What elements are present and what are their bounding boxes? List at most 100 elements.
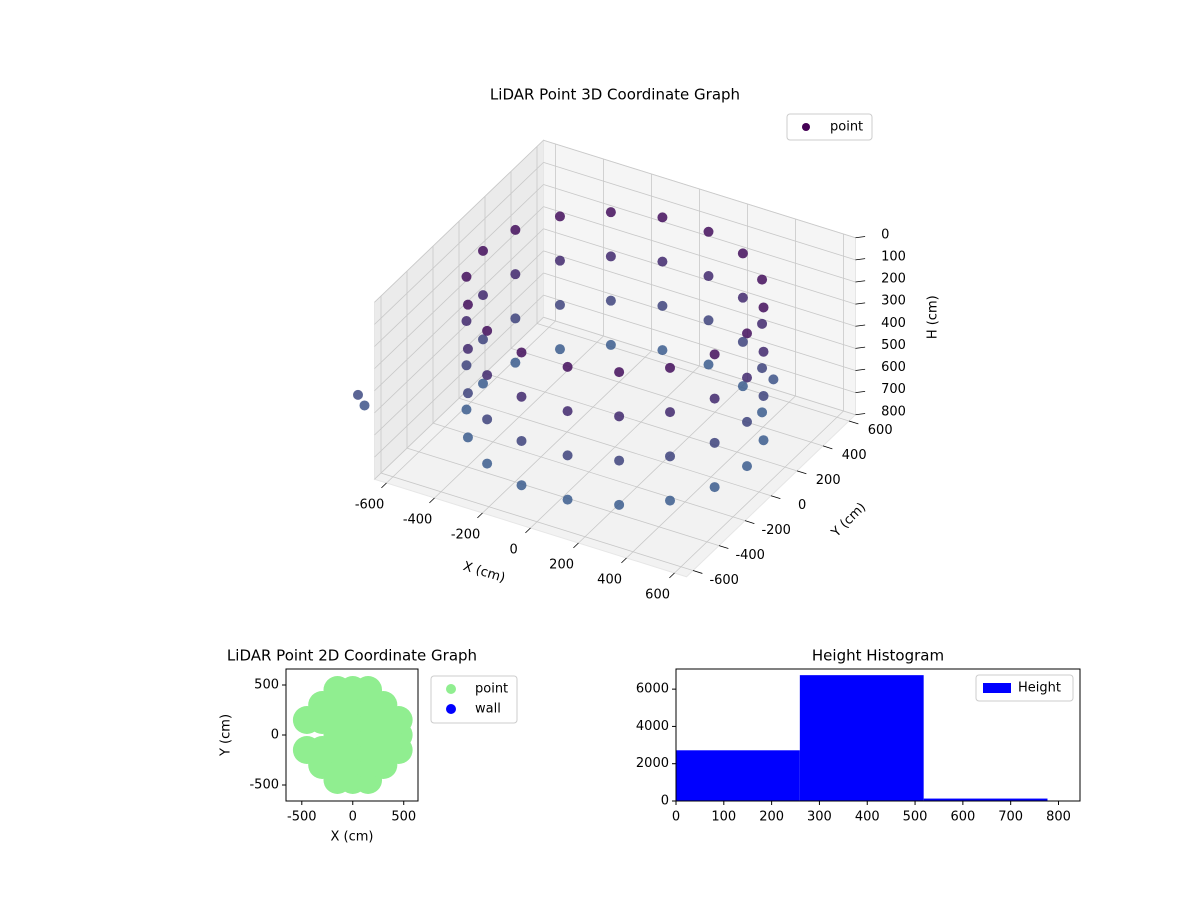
y-tick-label: 0 (798, 498, 806, 513)
grid-line (543, 184, 856, 283)
z-tick (855, 302, 866, 305)
point (554, 344, 565, 355)
point (665, 362, 676, 373)
z-tick-label: 700 (881, 382, 906, 397)
point (605, 251, 616, 262)
x-tick (573, 542, 579, 549)
point (742, 372, 752, 383)
point (510, 313, 521, 324)
x-tick-label: 500 (391, 810, 416, 825)
point (461, 360, 472, 371)
point (665, 495, 676, 506)
y-tick-label: 200 (816, 473, 841, 488)
y-tick-label: -400 (735, 548, 765, 563)
point (554, 255, 565, 266)
y-tick-label: 600 (868, 423, 893, 438)
point (462, 343, 473, 354)
point (657, 212, 668, 223)
point (703, 359, 714, 370)
y-tick (692, 570, 703, 574)
grid-line (543, 316, 856, 416)
point (758, 435, 769, 446)
z-tick (855, 390, 866, 394)
x-tick-label: -500 (287, 810, 317, 825)
chart-title: Height Histogram (812, 647, 944, 665)
x-tick-label: 400 (855, 810, 880, 825)
point (758, 346, 769, 357)
y-tick (822, 445, 833, 450)
z-tick (855, 280, 866, 283)
grid-line (432, 422, 746, 522)
grid-line (374, 162, 544, 325)
plot-frame (675, 668, 1081, 802)
point (461, 316, 472, 327)
point (605, 339, 616, 350)
point (737, 381, 748, 392)
y-tick (718, 545, 729, 549)
point (742, 328, 752, 339)
point (482, 370, 493, 381)
point (709, 437, 720, 448)
point (742, 416, 752, 427)
x-tick-label: 700 (998, 810, 1023, 825)
point (516, 435, 527, 446)
grid-line (406, 447, 720, 546)
chart-title: LiDAR Point 3D Coordinate Graph (490, 86, 740, 104)
point (478, 378, 488, 389)
point (614, 411, 625, 422)
grid-line (380, 472, 694, 571)
x-tick-label: 100 (711, 810, 736, 825)
point (657, 300, 668, 311)
point (757, 363, 768, 374)
y-axis-label: Y (cm) (219, 714, 234, 757)
point (478, 245, 488, 256)
point (462, 388, 473, 399)
point (516, 391, 527, 402)
x-tick-label: -200 (451, 528, 481, 543)
point (605, 295, 616, 306)
point (562, 406, 573, 417)
point (510, 357, 521, 368)
legend-box (975, 674, 1074, 702)
bar (676, 750, 800, 801)
z-tick-label: 300 (881, 294, 906, 309)
grid-line (543, 161, 856, 261)
grid-line (484, 372, 798, 472)
x-tick-label: 200 (759, 810, 784, 825)
y-tick (848, 420, 859, 425)
legend-label: point (475, 682, 508, 697)
point (353, 389, 363, 400)
x-tick-label: 500 (903, 810, 928, 825)
z-tick (855, 346, 866, 349)
y-tick (796, 470, 807, 475)
z-tick-label: 600 (881, 360, 906, 375)
point (384, 706, 413, 734)
point (614, 367, 625, 378)
x-tick-label: -400 (403, 513, 433, 528)
z-tick-label: 400 (881, 316, 906, 331)
z-tick-label: 200 (881, 272, 906, 287)
x-tick-label: 300 (807, 810, 832, 825)
y-tick-label: -500 (249, 778, 279, 793)
point (461, 404, 472, 415)
z-axis-label: H (cm) (925, 295, 940, 339)
legend-marker (446, 684, 456, 694)
point (757, 407, 768, 418)
point (709, 393, 720, 404)
point (614, 455, 625, 466)
point (554, 299, 565, 310)
point (657, 345, 668, 356)
point (482, 414, 493, 425)
z-tick (855, 258, 866, 261)
point (665, 451, 676, 462)
point (482, 458, 493, 469)
y-tick (770, 495, 781, 500)
point (462, 299, 473, 310)
x-tick-label: 600 (950, 810, 975, 825)
chart-title: LiDAR Point 2D Coordinate Graph (227, 647, 477, 665)
z-tick-label: 500 (881, 338, 906, 353)
point (737, 248, 748, 259)
point (605, 207, 616, 218)
point (478, 334, 488, 345)
grid-line (543, 272, 856, 371)
